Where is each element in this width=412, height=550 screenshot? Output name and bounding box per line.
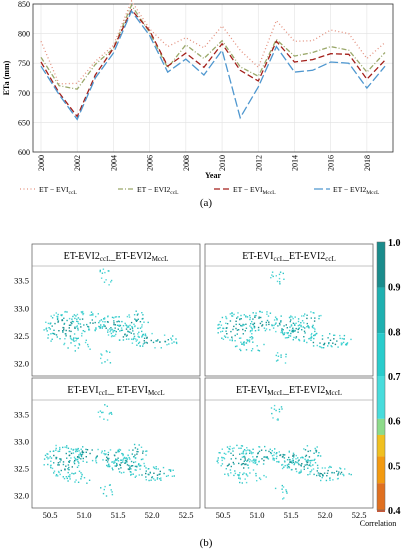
- map-y-tick-label: 33.0: [14, 303, 29, 313]
- line-chart: 600 650 700 750 800 850 2000 2002 2004 2006 2008 2…: [2, 0, 394, 209]
- colorbar-tick-label: 0.6: [388, 417, 401, 428]
- x-tick-label: 2018: [363, 155, 372, 171]
- map-x-tick-label: 50.5: [216, 510, 231, 520]
- y-tick-label: 600: [18, 148, 30, 157]
- colorbar-segment: [377, 456, 385, 484]
- colorbar-segment: [377, 333, 385, 376]
- map-y-tick-label: 32.5: [14, 464, 29, 474]
- map-y-tick-label: 32.0: [14, 358, 29, 368]
- colorbar-tick-label: 0.8: [388, 327, 401, 338]
- line-chart-legend: ET − EVIccL ET − EVI2ccL ET − EVIMccL ET − …: [20, 185, 380, 196]
- map-frame: [31, 243, 201, 377]
- x-tick-label: 2014: [290, 155, 299, 171]
- line-chart-grid: [33, 3, 393, 153]
- map-y-tick-label: 32.5: [14, 331, 29, 341]
- y-tick-label: 700: [18, 89, 30, 98]
- series-line-1: [40, 0, 386, 85]
- colorbar-segment: [377, 376, 385, 419]
- map-x-tick-label: 52.5: [179, 510, 194, 520]
- map-x-tick-label: 51.5: [111, 510, 126, 520]
- correlation-speckles: [217, 271, 352, 364]
- colorbar-tick-label: 0.5: [388, 461, 401, 472]
- colorbar-segment: [377, 242, 385, 288]
- correlation-maps: ET-EVI2ccL_ET-EVI2MccL ET-EVIccL_ET-EVI2c…: [14, 238, 401, 549]
- x-tick-label: 2008: [182, 155, 191, 171]
- colorbar-segment: [377, 287, 385, 334]
- map-title: ET-EVI2ccL_ET-EVI2MccL: [64, 251, 169, 263]
- colorbar-segment: [377, 434, 385, 457]
- map-title: ET-EVIMccL_ET-EVI2MccL: [236, 385, 342, 397]
- map-title: ET-EVIccL_ ET-EVIMccL: [67, 385, 164, 397]
- y-axis-label: ETa (mm): [2, 60, 11, 95]
- correlation-speckles: [43, 268, 178, 364]
- legend-label: ET − EVIMccL: [233, 185, 276, 196]
- panel-label-a: (a): [200, 197, 213, 209]
- map-frame: [204, 377, 374, 509]
- map-x-tick-label: 51.0: [77, 510, 92, 520]
- y-tick-label: 750: [18, 59, 30, 68]
- map-frame: [204, 243, 374, 377]
- map-x-tick-label: 50.5: [43, 510, 58, 520]
- map-x-tick-label: 52.0: [318, 510, 333, 520]
- legend-label: ET − EVI2MccL: [333, 185, 380, 196]
- map-panel-4: ET-EVIMccL_ET-EVI2MccL: [204, 377, 374, 509]
- colorbar-frame: [376, 241, 386, 511]
- x-tick-label: 2010: [218, 155, 227, 171]
- y-tick-label: 800: [18, 30, 30, 39]
- x-tick-label: 2004: [109, 155, 118, 171]
- colorbar-tick-label: 1.0: [388, 238, 401, 249]
- colorbar-tick-label: 0.9: [388, 283, 401, 294]
- map-x-tick-label: 52.0: [145, 510, 160, 520]
- colorbar-tick-label: 0.7: [388, 372, 401, 383]
- colorbar-segment: [377, 418, 385, 435]
- series-line-2: [40, 3, 386, 90]
- x-tick-label: 2016: [327, 155, 336, 171]
- map-y-tick-label: 33.5: [14, 276, 29, 286]
- map-x-tick-label: 52.5: [352, 510, 367, 520]
- x-tick-label: 2002: [73, 155, 82, 171]
- map-title: ET-EVIccL_ET-EVI2ccL: [242, 251, 336, 263]
- map-x-tick-label: 51.0: [250, 510, 265, 520]
- colorbar: 1.0 0.9 0.8 0.7 0.6 0.5 0.4: [376, 238, 401, 517]
- line-chart-frame: [32, 3, 394, 153]
- legend-label: ET − EVIccL: [39, 185, 77, 196]
- panel-label-b: (b): [200, 537, 213, 549]
- map-y-tick-label: 32.0: [14, 491, 29, 501]
- colorbar-tick-label: 0.4: [388, 506, 401, 517]
- map-panel-2: ET-EVIccL_ET-EVI2ccL: [204, 243, 374, 377]
- y-tick-label: 850: [18, 0, 30, 9]
- y-tick-label: 650: [18, 118, 30, 127]
- correlation-speckles: [43, 404, 175, 497]
- colorbar-segment: [377, 510, 385, 512]
- series-line-4: [40, 9, 386, 121]
- map-panel-1: ET-EVI2ccL_ET-EVI2MccL: [31, 243, 201, 377]
- map-x-tick-label: 51.5: [284, 510, 299, 520]
- x-axis-label: Year: [205, 171, 221, 180]
- map-frame: [31, 377, 201, 509]
- colorbar-label: Correlation: [360, 519, 396, 528]
- map-y-tick-label: 33.0: [14, 437, 29, 447]
- x-tick-label: 2006: [146, 155, 155, 171]
- correlation-speckles: [216, 404, 352, 500]
- series-line-3: [40, 8, 386, 118]
- map-panel-3: ET-EVIccL_ ET-EVIMccL: [31, 377, 201, 509]
- x-tick-label: 2000: [37, 155, 46, 171]
- legend-label: ET − EVI2ccL: [137, 185, 179, 196]
- map-y-tick-label: 33.5: [14, 409, 29, 419]
- x-tick-label: 2012: [254, 155, 263, 171]
- colorbar-segment: [377, 483, 385, 510]
